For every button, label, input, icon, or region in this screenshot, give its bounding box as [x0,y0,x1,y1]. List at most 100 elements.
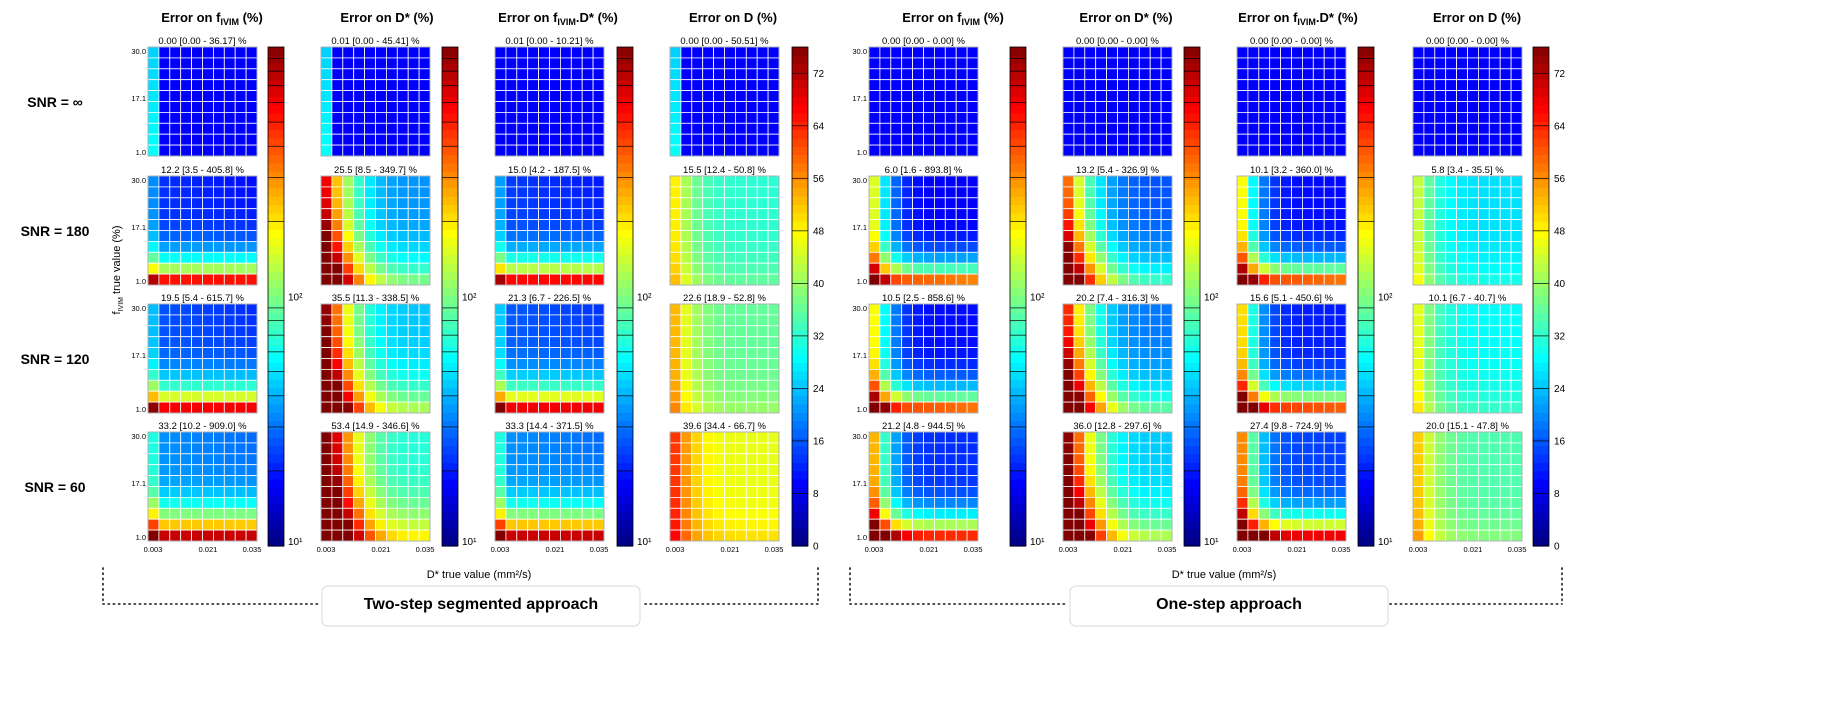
heatmap-cell [245,431,258,444]
heatmap-cell [331,240,344,253]
heatmap-cell [1073,379,1086,392]
heatmap-cell [691,325,704,338]
heatmap-cell [549,529,561,542]
heatmap-cell [212,464,225,477]
heatmap-cell [669,368,682,381]
heatmap-cell [1117,240,1129,253]
heatmap-cell [364,101,376,113]
colorbar-segment [617,529,633,539]
heatmap-cell [735,112,747,124]
heatmap-cell [331,144,344,157]
heatmap-cell [581,57,594,70]
heatmap-cell [158,464,171,477]
heatmap-cell [955,518,968,531]
heatmap-cell [1117,336,1129,349]
heatmap-cell [713,112,725,124]
heatmap-cell [320,431,333,444]
heatmap-cell [1128,240,1140,253]
colorbar-segment [442,537,458,547]
heatmap-cell [756,251,769,264]
heatmap-cell [560,358,572,370]
heatmap-cell [191,518,203,531]
heatmap-cell [516,262,529,275]
heatmap-cell [691,336,704,349]
heatmap-cell [966,431,979,444]
heatmap-cell [879,133,892,146]
heatmap-cell [1247,186,1260,199]
colorbar-segment [617,496,633,506]
heatmap-cell [494,336,507,349]
heatmap-cell [1488,251,1501,264]
heatmap-cell [364,347,376,359]
heatmap-cell [407,507,420,520]
heatmap-cell [505,46,518,59]
heatmap-cell [494,347,507,359]
heatmap-cell [901,240,914,253]
colorbar-segment [1358,47,1374,56]
colorbar-segment [268,155,284,165]
heatmap-cell [418,325,431,338]
heatmap-cell [147,57,160,70]
heatmap-cell [364,325,376,338]
heatmap-cell [680,507,693,520]
colorbar-segment [268,404,284,414]
heatmap-cell [680,529,693,542]
heatmap-cell [527,90,540,102]
heatmap-cell [1269,401,1281,414]
heatmap-cell [680,518,693,531]
heatmap-cell [1434,133,1447,146]
heatmap-cell [158,144,171,157]
colorbar-segment [442,71,458,81]
colorbar-segment [1533,138,1549,148]
heatmap-cell [191,273,203,286]
heatmap-cell [1106,133,1118,146]
heatmap-cell [1312,219,1325,231]
heatmap-cell [1258,273,1271,286]
heatmap-cell [1445,475,1457,487]
y-tick-label: 17.1 [852,479,867,488]
heatmap-cell [713,240,725,253]
heatmap-cell [407,358,420,370]
heatmap-cell [1269,101,1281,113]
heatmap-cell [1280,347,1292,359]
colorbar-segment [792,487,808,497]
colorbar-segment [1533,537,1549,547]
heatmap-cell [342,486,355,498]
y-tick-label: 17.1 [131,223,146,232]
heatmap-cell [549,442,561,455]
heatmap-cell [1456,496,1468,509]
heatmap-cell [691,230,704,242]
heatmap-cell [713,219,725,231]
colorbar-segment [1533,288,1549,298]
heatmap-cell [923,57,935,70]
heatmap-cell [1117,431,1129,444]
colorbar-segment [1358,254,1374,264]
heatmap-cell [549,325,561,338]
heatmap-cell [669,90,682,102]
heatmap-cell [1412,496,1425,509]
heatmap-cell [1149,496,1162,509]
heatmap-cell [1106,464,1118,477]
heatmap-cell [735,368,747,381]
heatmap-cell [245,496,258,509]
heatmap-cell [1478,529,1490,542]
heatmap-cell [245,453,258,466]
heatmap-cell [1117,175,1129,188]
heatmap-cell [1269,112,1281,124]
heatmap-cell [505,496,518,509]
colorbar-segment [617,471,633,481]
heatmap-cell [745,219,758,231]
heatmap-cell [396,273,409,286]
heatmap-cell [570,475,583,487]
heatmap-cell [223,101,236,113]
heatmap-cell [1488,496,1501,509]
heatmap-cell [745,475,758,487]
heatmap-cell [180,442,192,455]
heatmap-cell [158,442,171,455]
heatmap-cell [1302,368,1314,381]
colorbar-segment [792,88,808,98]
heatmap-cell [1247,507,1260,520]
heatmap-cell [570,518,583,531]
panel-error-summary: 35.5 [11.3 - 338.5] % [332,293,420,304]
colorbar-segment [792,496,808,506]
